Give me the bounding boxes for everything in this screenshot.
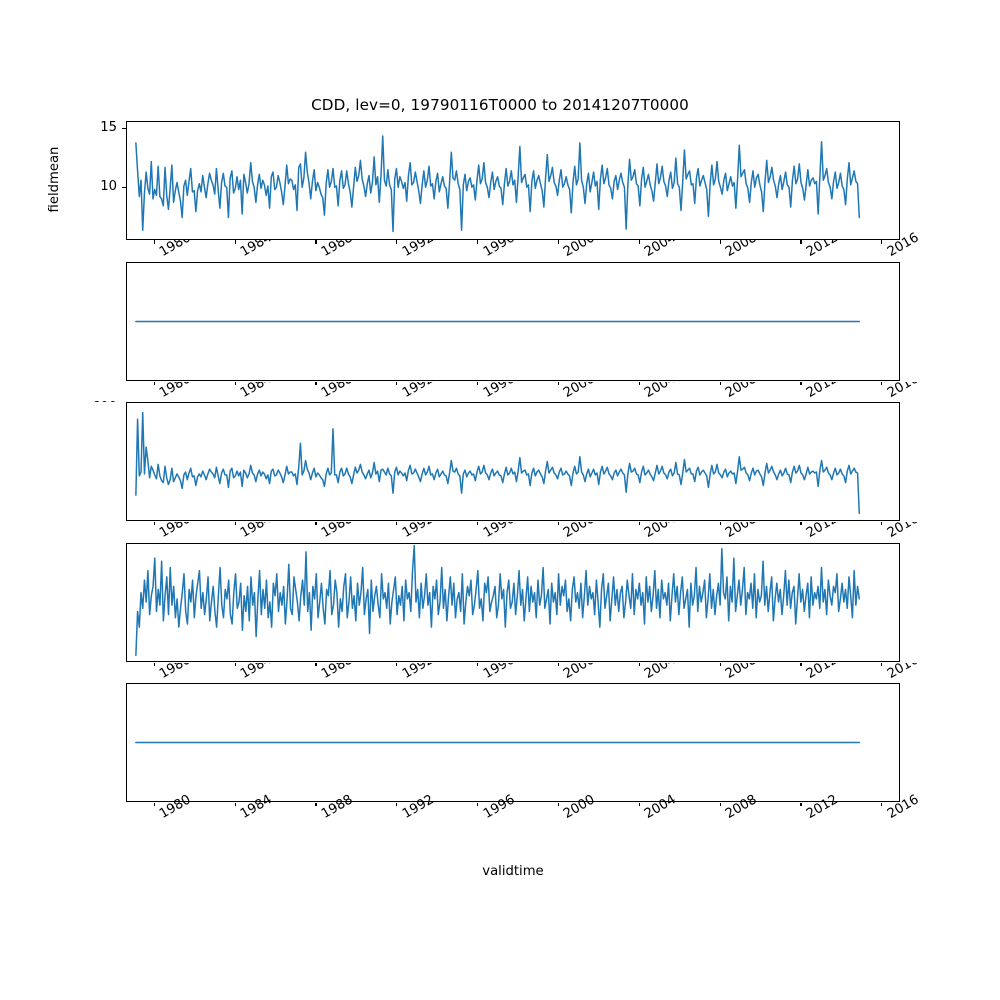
x-tick-label: 2000: [561, 652, 599, 682]
plot-area-fieldmean: [127, 122, 899, 239]
plot-area-fieldmax: [127, 403, 899, 520]
x-tick-label: 2012: [803, 230, 841, 260]
x-tick-label: 1980: [157, 371, 194, 401]
x-tick-label: 1992: [399, 230, 437, 260]
x-tick-label: 2000: [561, 792, 599, 822]
x-tick-label: 1980: [157, 511, 194, 541]
x-tick-label: 2008: [723, 511, 760, 541]
x-tick-label: 1988: [318, 652, 356, 682]
x-tick-label: 1984: [238, 371, 275, 401]
x-tick-label: 2004: [642, 511, 679, 541]
subplot-fieldmean: [126, 121, 900, 240]
plot-area-nummasked: [127, 544, 899, 661]
x-tick-label: 2004: [642, 792, 679, 822]
x-tick-label: 2000: [561, 230, 599, 260]
x-tick-mark: [477, 240, 479, 244]
x-tick-label: 1992: [399, 792, 437, 822]
x-tick-mark: [719, 240, 721, 244]
x-tick-label: 1984: [238, 652, 275, 682]
y-tick-label: 10: [100, 179, 117, 195]
x-tick-label: 2012: [803, 652, 841, 682]
plot-area-fieldmin: [127, 263, 899, 380]
x-tick-mark: [234, 240, 236, 244]
x-tick-label: 1996: [480, 792, 518, 822]
x-tick-label: 2004: [642, 230, 679, 260]
x-tick-label: 1988: [318, 371, 356, 401]
x-tick-label: 1996: [480, 652, 518, 682]
x-tick-label: 1984: [238, 792, 275, 822]
x-tick-label: 2008: [723, 792, 760, 822]
series-nummasked: [127, 544, 899, 661]
x-tick-mark: [638, 240, 640, 244]
x-tick-mark: [153, 240, 155, 244]
series-fieldmin: [127, 263, 899, 380]
x-tick-label: 2016: [884, 371, 922, 401]
y-tick-label: 15: [100, 120, 117, 136]
x-tick-mark: [800, 240, 802, 244]
x-tick-label: 1980: [157, 230, 194, 260]
x-tick-label: 1992: [399, 371, 437, 401]
x-tick-label: 1980: [157, 652, 194, 682]
series-fieldmean: [127, 122, 899, 239]
x-tick-mark: [557, 240, 560, 244]
x-tick-mark: [881, 240, 883, 244]
x-tick-mark: [396, 240, 398, 244]
x-tick-label: 2012: [803, 511, 841, 541]
x-tick-label: 2004: [642, 371, 679, 401]
x-tick-label: 2000: [561, 511, 599, 541]
x-tick-mark: [315, 240, 317, 244]
x-tick-label: 2012: [803, 792, 841, 822]
x-tick-label: 1996: [480, 371, 518, 401]
x-tick-label: 2016: [884, 230, 922, 260]
figure-title: CDD, lev=0, 19790116T0000 to 20141207T00…: [311, 96, 689, 114]
y-axis-label-fieldmean: fieldmean: [46, 146, 62, 212]
x-tick-label: 1984: [238, 230, 275, 260]
series-fieldmax: [127, 403, 899, 520]
x-tick-label: 2012: [803, 371, 841, 401]
x-tick-label: 2004: [642, 652, 679, 682]
x-tick-label: 2016: [884, 511, 922, 541]
x-tick-label: 1996: [480, 511, 518, 541]
x-tick-label: 1988: [318, 792, 356, 822]
x-tick-label: 1984: [238, 511, 275, 541]
x-tick-label: 1996: [480, 230, 518, 260]
x-tick-label: 1980: [157, 792, 194, 822]
subplot-fieldmax: [126, 402, 900, 521]
x-tick-label: 1992: [399, 511, 437, 541]
subplot-nummasked: [126, 543, 900, 662]
x-tick-label: 2008: [723, 230, 760, 260]
x-tick-label: 1988: [318, 511, 356, 541]
x-tick-label: 1992: [399, 652, 437, 682]
x-tick-label: 1988: [318, 230, 356, 260]
x-axis-label: validtime: [482, 864, 544, 879]
plot-area-numnan: [127, 684, 899, 801]
subplot-numnan: [126, 683, 900, 802]
series-numnan: [127, 684, 899, 801]
x-tick-label: 2016: [884, 652, 922, 682]
x-tick-label: 2016: [884, 792, 922, 822]
x-tick-label: 2008: [723, 652, 760, 682]
x-tick-label: 2000: [561, 371, 599, 401]
x-tick-label: 2008: [723, 371, 760, 401]
subplot-fieldmin: [126, 262, 900, 381]
